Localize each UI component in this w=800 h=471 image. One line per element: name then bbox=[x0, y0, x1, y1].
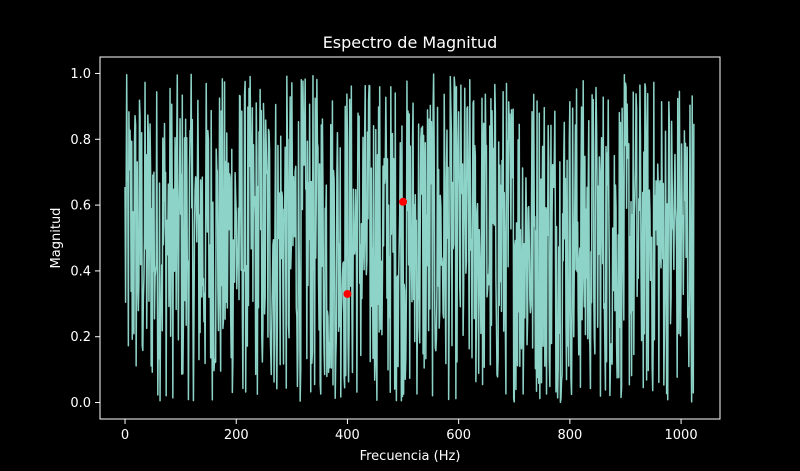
marker-point-1 bbox=[343, 289, 352, 298]
y-tick-label: 0.0 bbox=[70, 396, 91, 411]
axes-frame bbox=[99, 56, 721, 420]
series-line-magnitud bbox=[124, 73, 695, 404]
x-axis-label: Frecuencia (Hz) bbox=[360, 449, 461, 464]
plot-area bbox=[124, 73, 695, 404]
y-tick-label: 1.0 bbox=[70, 67, 91, 82]
chart-title: Espectro de Magnitud bbox=[323, 33, 498, 52]
x-tick-label: 1000 bbox=[665, 428, 698, 443]
x-tick-label: 200 bbox=[224, 428, 249, 443]
x-tick-label: 600 bbox=[446, 428, 471, 443]
y-axis: 0.0 0.2 0.4 0.6 0.8 1.0 bbox=[70, 67, 100, 411]
x-tick-label: 800 bbox=[557, 428, 582, 443]
y-tick-label: 0.4 bbox=[70, 264, 91, 279]
y-tick-label: 0.6 bbox=[70, 199, 91, 214]
y-tick-label: 0.2 bbox=[70, 330, 91, 345]
x-tick-label: 0 bbox=[121, 428, 129, 443]
marker-point-2 bbox=[399, 197, 408, 206]
x-axis: 0 200 400 600 800 1000 bbox=[121, 419, 698, 443]
y-tick-label: 0.8 bbox=[70, 133, 91, 148]
y-axis-label: Magnitud bbox=[49, 208, 64, 269]
x-tick-label: 400 bbox=[335, 428, 360, 443]
